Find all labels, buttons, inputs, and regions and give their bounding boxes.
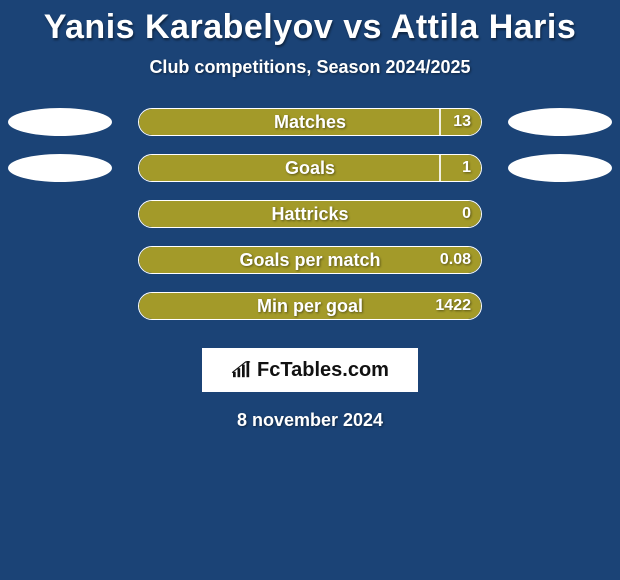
stat-row: Matches13 — [0, 108, 620, 136]
stat-bar-left — [139, 155, 440, 181]
stat-bar-divider — [439, 155, 441, 181]
stat-row: Min per goal1422 — [0, 292, 620, 320]
left-value-oval — [8, 154, 112, 182]
page-title: Yanis Karabelyov vs Attila Haris — [0, 8, 620, 47]
stat-row: Goals1 — [0, 154, 620, 182]
stat-bar: Goals per match0.08 — [138, 246, 482, 274]
date-line: 8 november 2024 — [0, 410, 620, 431]
stat-bar: Goals1 — [138, 154, 482, 182]
left-value-oval — [8, 108, 112, 136]
stat-row: Hattricks0 — [0, 200, 620, 228]
subtitle: Club competitions, Season 2024/2025 — [0, 57, 620, 78]
stat-bar-left — [139, 109, 440, 135]
bar-chart-icon — [231, 361, 253, 379]
stat-bar-right — [440, 155, 481, 181]
stat-bar: Min per goal1422 — [138, 292, 482, 320]
stat-bar: Hattricks0 — [138, 200, 482, 228]
logo: FcTables.com — [231, 359, 389, 382]
comparison-widget: Yanis Karabelyov vs Attila Haris Club co… — [0, 0, 620, 580]
logo-box: FcTables.com — [202, 348, 418, 392]
stat-bar-divider — [439, 109, 441, 135]
stat-row: Goals per match0.08 — [0, 246, 620, 274]
stat-bar: Matches13 — [138, 108, 482, 136]
stat-bar-left — [139, 247, 481, 273]
right-value-oval — [508, 108, 612, 136]
stat-bar-left — [139, 201, 481, 227]
stat-bar-right — [440, 109, 481, 135]
right-value-oval — [508, 154, 612, 182]
stat-rows: Matches13 Goals1 Hattricks0 Goals per match… — [0, 108, 620, 320]
stat-bar-left — [139, 293, 481, 319]
logo-text: FcTables.com — [257, 359, 389, 382]
